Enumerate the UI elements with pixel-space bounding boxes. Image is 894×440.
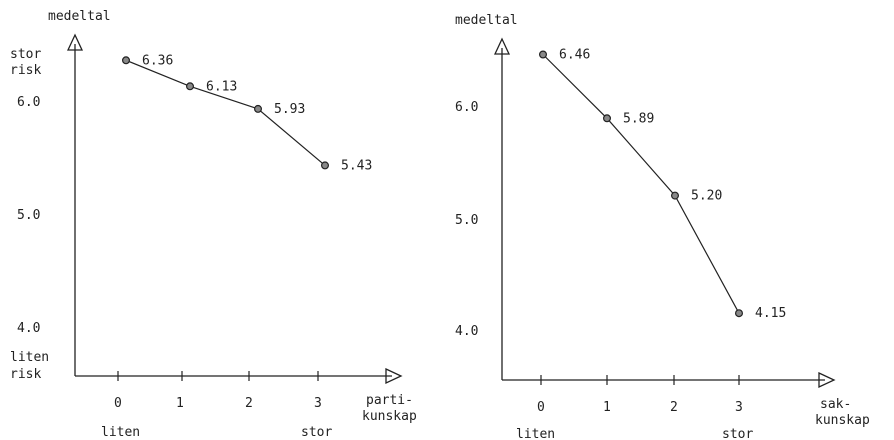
data-label: 5.20 <box>691 189 722 204</box>
x-tick-label: 2 <box>245 396 253 411</box>
x-low-label: liten <box>101 425 140 440</box>
x-tick-label: 1 <box>603 400 611 415</box>
x-axis-title-line2: kunskap <box>815 413 870 428</box>
data-label: 5.43 <box>341 158 372 173</box>
x-tick-label: 2 <box>670 400 678 415</box>
x-tick-label: 3 <box>735 400 743 415</box>
data-label: 6.13 <box>206 79 237 94</box>
y-top-label-line2: risk <box>10 63 41 78</box>
y-tick-label: 4.0 <box>455 324 478 339</box>
x-tick-label: 3 <box>314 396 322 411</box>
data-point <box>121 56 130 65</box>
data-point <box>602 114 611 123</box>
y-axis-arrow-icon <box>66 33 84 51</box>
chart-sak-kunskap: medeltal 6.0 5.0 4.0 0 1 2 3 sak- kunska… <box>455 13 870 440</box>
y-bottom-label-line2: risk <box>10 367 41 382</box>
x-tick-label: 0 <box>537 400 545 415</box>
x-axis-title-line1: sak- <box>820 397 851 412</box>
y-tick-label: 4.0 <box>17 321 40 336</box>
x-tick-label: 1 <box>176 396 184 411</box>
data-label: 6.46 <box>559 48 590 63</box>
x-axis-title-line2: kunskap <box>362 409 417 424</box>
data-point <box>538 50 547 59</box>
y-axis-title: medeltal <box>455 13 518 28</box>
x-tick-label: 0 <box>114 396 122 411</box>
data-point <box>254 104 263 113</box>
data-point <box>321 161 330 170</box>
series-line <box>125 59 326 166</box>
y-tick-label: 5.0 <box>17 208 40 223</box>
y-tick-label: 6.0 <box>17 95 40 110</box>
series-line <box>542 54 740 314</box>
data-label: 4.15 <box>755 306 786 321</box>
data-point <box>186 82 195 91</box>
y-axis-title: medeltal <box>48 9 111 24</box>
data-point <box>670 191 679 200</box>
data-label: 5.89 <box>623 111 654 126</box>
data-label: 5.93 <box>274 102 305 117</box>
y-top-label-line1: stor <box>10 47 41 62</box>
x-high-label: stor <box>722 427 753 440</box>
x-axis-arrow-icon <box>818 371 836 389</box>
y-tick-label: 6.0 <box>455 100 478 115</box>
x-axis-title-line1: parti- <box>366 393 413 408</box>
data-point <box>734 309 743 318</box>
series-marks: 6.46 5.89 5.20 4.15 <box>538 48 786 321</box>
x-high-label: stor <box>301 425 332 440</box>
y-axis-arrow-icon <box>493 37 511 55</box>
series-marks: 6.36 6.13 5.93 5.43 <box>121 53 372 173</box>
chart-parti-kunskap: medeltal stor risk liten risk 6.0 5.0 4.… <box>10 9 417 440</box>
x-low-label: liten <box>516 427 555 440</box>
y-bottom-label-line1: liten <box>10 350 49 365</box>
x-axis-arrow-icon <box>385 367 403 385</box>
y-tick-label: 5.0 <box>455 213 478 228</box>
data-label: 6.36 <box>142 53 173 68</box>
